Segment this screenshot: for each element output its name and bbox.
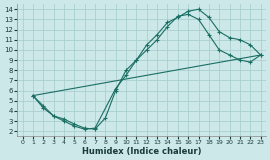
X-axis label: Humidex (Indice chaleur): Humidex (Indice chaleur) (82, 147, 201, 156)
